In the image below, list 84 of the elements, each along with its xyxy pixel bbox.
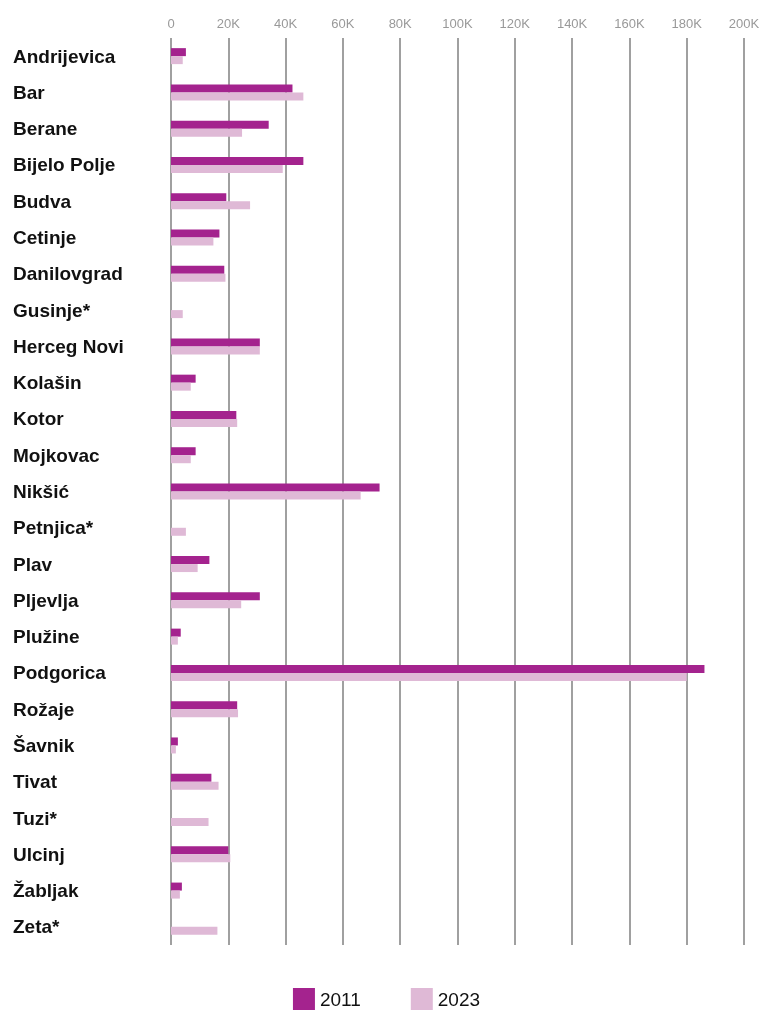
bar (171, 374, 196, 383)
legend-label: 2023 (437, 988, 481, 1010)
bar (171, 737, 178, 746)
bar (171, 890, 180, 899)
y-tick-label: Rožaje (13, 698, 75, 720)
x-tick-label: 200K (728, 16, 760, 31)
bar (171, 600, 242, 609)
y-tick-label: Zeta* (13, 916, 61, 938)
y-tick-label: Cetinje (13, 227, 77, 249)
x-tick-label: 0 (167, 16, 175, 31)
y-tick-label: Tivat (13, 771, 58, 793)
bar (171, 854, 231, 863)
bar (171, 636, 178, 645)
bar (171, 193, 227, 202)
bar (171, 592, 260, 601)
legend-label: 2011 (319, 988, 361, 1010)
bar (171, 237, 214, 246)
bar (171, 164, 283, 173)
x-tick-label: 60K (331, 16, 355, 31)
x-tick-label: 20K (216, 16, 241, 31)
bar (171, 672, 687, 681)
bar (171, 882, 182, 891)
y-tick-label: Podgorica (13, 662, 107, 684)
y-tick-label: Žabljak (13, 880, 79, 902)
x-tick-label: 180K (671, 16, 703, 31)
y-tick-label: Tuzi* (13, 807, 58, 829)
y-tick-label: Ulcinj (13, 843, 65, 865)
y-tick-label: Kotor (13, 408, 65, 430)
x-tick-label: 140K (556, 16, 588, 31)
bar (171, 84, 293, 93)
y-tick-label: Plužine (13, 626, 80, 648)
bar (171, 120, 269, 129)
y-tick-label: Bijelo Polje (13, 154, 116, 176)
y-tick-label: Nikšić (13, 481, 70, 502)
bar (171, 527, 186, 536)
bar (171, 156, 304, 165)
bar (171, 338, 260, 347)
bar (171, 701, 238, 710)
x-tick-label: 40K (274, 16, 298, 31)
bar (171, 447, 196, 456)
bar (171, 818, 209, 827)
bar (171, 664, 705, 673)
x-tick-label: 160K (614, 16, 645, 31)
bar (171, 265, 225, 274)
y-tick-label: Danilovgrad (13, 263, 123, 285)
bar (171, 745, 176, 754)
bar (171, 846, 229, 855)
y-tick-label: Gusinje* (13, 299, 91, 321)
bar (171, 382, 191, 391)
bar (171, 773, 212, 782)
bar (171, 781, 219, 790)
bar (171, 556, 210, 565)
bar (171, 564, 198, 573)
y-tick-label: Šavnik (13, 734, 75, 756)
bar (171, 491, 361, 500)
y-tick-label: Kolašin (13, 372, 82, 394)
y-tick-label: Budva (13, 190, 72, 212)
bar (171, 229, 220, 238)
y-tick-label: Bar (13, 81, 46, 103)
x-tick-label: 120K (499, 16, 531, 31)
y-tick-label: Mojkovac (13, 444, 101, 466)
y-tick-label: Petnjica* (13, 517, 94, 539)
bar (171, 201, 251, 210)
bar (171, 310, 183, 319)
bar (171, 92, 304, 101)
bar (171, 128, 243, 137)
y-tick-label: Berane (13, 118, 78, 140)
bar (171, 273, 226, 282)
y-tick-label: Pljevlja (13, 589, 79, 611)
bar (171, 418, 238, 427)
x-tick-label: 100K (442, 16, 473, 31)
y-tick-label: Andrijevica (13, 45, 116, 67)
x-tick-label: 80K (388, 16, 413, 31)
bar (171, 483, 380, 492)
bar (171, 56, 183, 65)
bar (171, 628, 181, 637)
bar (171, 926, 218, 935)
bar (171, 410, 237, 419)
bar (171, 455, 191, 464)
bar (171, 48, 186, 57)
bar (171, 709, 239, 718)
bar (171, 346, 260, 355)
y-tick-label: Herceg Novi (13, 335, 124, 357)
y-tick-label: Plav (13, 553, 53, 575)
